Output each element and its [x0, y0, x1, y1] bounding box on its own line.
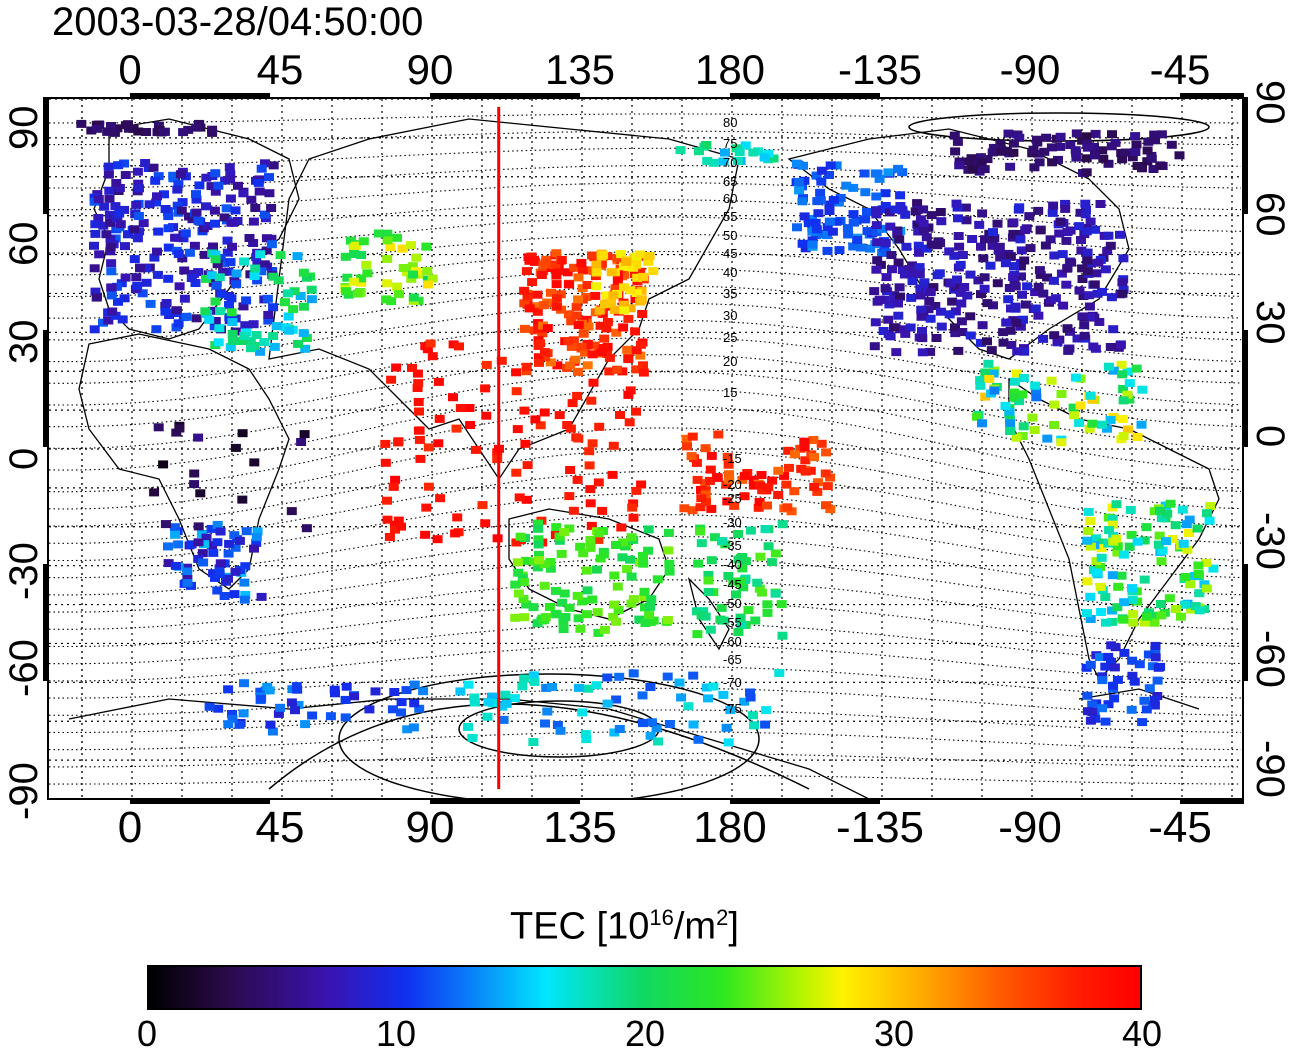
lat-tick: 60	[2, 221, 46, 267]
contour-label: 45	[723, 246, 737, 261]
contour-label: 50	[723, 228, 737, 243]
lon-tick: 180	[693, 803, 767, 852]
tec-map: 80 75 70 65 60 55 50 45 40 35 30 25 20 15 -15 -20 -25 -30…	[47, 97, 1244, 800]
lat-tick: 30	[1248, 300, 1292, 345]
contour-label: -15	[723, 451, 742, 466]
contour-label: 55	[723, 209, 737, 224]
axis-bar	[130, 93, 270, 98]
contour-labels: 80 75 70 65 60 55 50 45 40 35 30 25 20 15 -15 -20-25 -30…	[723, 115, 742, 716]
axis-bar	[1243, 330, 1248, 447]
lon-tick: 135	[544, 46, 616, 93]
lon-tick: 0	[118, 46, 142, 93]
lon-tick: -45	[1148, 803, 1212, 852]
lon-tick: 45	[256, 46, 304, 93]
axis-bar	[43, 330, 48, 447]
contour-label: 70	[723, 155, 737, 170]
contour-label: -55	[723, 615, 742, 630]
contour-label: 30	[723, 308, 737, 323]
contour-label: 20	[723, 354, 737, 369]
lat-tick: -60	[2, 639, 46, 697]
contour-label: 65	[723, 174, 737, 189]
colorbar-tick: 40	[1121, 1013, 1163, 1054]
axis-bar	[1243, 97, 1248, 214]
tec-map-canvas: 80 75 70 65 60 55 50 45 40 35 30 25 20 15 -15 -20-25 -30…	[49, 99, 1242, 798]
lon-tick: -135	[837, 46, 923, 93]
contour-label: -40	[723, 557, 742, 572]
lat-tick: -30	[1248, 512, 1292, 570]
contour-label: 35	[723, 286, 737, 301]
lat-tick: 90	[1248, 80, 1292, 125]
map-title: 2003-03-28/04:50:00	[52, 0, 424, 44]
axis-bar	[1180, 93, 1244, 98]
contour-label: -60	[723, 634, 742, 649]
colorbar-title: TEC [1016/m2]	[510, 905, 739, 948]
tec-colorbar	[147, 965, 1142, 1010]
axis-bar	[130, 799, 270, 804]
colorbar-tick: 10	[375, 1013, 417, 1054]
contour-label: -20	[723, 477, 742, 492]
lat-tick: 60	[1248, 192, 1292, 237]
lon-tick: 90	[405, 803, 455, 852]
axis-bar	[730, 93, 880, 98]
axis-bar	[1180, 799, 1244, 804]
contour-label: -35	[723, 538, 742, 553]
contour-label: 60	[723, 191, 737, 206]
contour-label: 25	[723, 330, 737, 345]
axis-bar	[1243, 564, 1248, 681]
lat-tick: -30	[2, 542, 46, 600]
axis-bar	[43, 564, 48, 681]
lon-tick: -135	[835, 803, 925, 852]
contour-label: 15	[723, 385, 737, 400]
lon-tick: -90	[999, 46, 1061, 93]
colorbar-tick: 20	[624, 1013, 666, 1054]
lat-tick: 90	[2, 105, 46, 151]
lon-tick: 180	[694, 46, 766, 93]
contour-label: -75	[723, 701, 742, 716]
lon-tick: -90	[998, 803, 1062, 852]
axis-bar	[730, 799, 880, 804]
lat-tick: 0	[1248, 425, 1292, 448]
lon-tick: 90	[406, 46, 454, 93]
lon-tick: 0	[117, 803, 143, 852]
lon-tick: 45	[255, 803, 305, 852]
contour-label: -65	[723, 652, 742, 667]
lat-tick: -90	[1248, 740, 1292, 798]
axis-bar	[430, 799, 580, 804]
colorbar-tick: 30	[873, 1013, 915, 1054]
lat-tick: 0	[2, 447, 46, 470]
contour-label: 40	[723, 265, 737, 280]
lat-tick: 30	[2, 319, 46, 365]
tec-data-cells	[76, 119, 1219, 747]
axis-bar	[430, 93, 580, 98]
contour-label: 75	[723, 136, 737, 151]
lon-tick: 135	[543, 803, 617, 852]
contour-label: -30	[723, 515, 742, 530]
contour-label: -70	[723, 675, 742, 690]
colorbar-tick: 0	[136, 1013, 158, 1054]
axis-bar	[43, 97, 48, 214]
contour-label: -45	[723, 577, 742, 592]
contour-label: -50	[723, 596, 742, 611]
lon-tick: -45	[1149, 46, 1211, 93]
contour-label: 80	[723, 115, 737, 130]
lat-tick: -60	[1248, 630, 1292, 688]
lat-tick: -90	[2, 762, 46, 820]
contour-label: -25	[723, 491, 742, 506]
